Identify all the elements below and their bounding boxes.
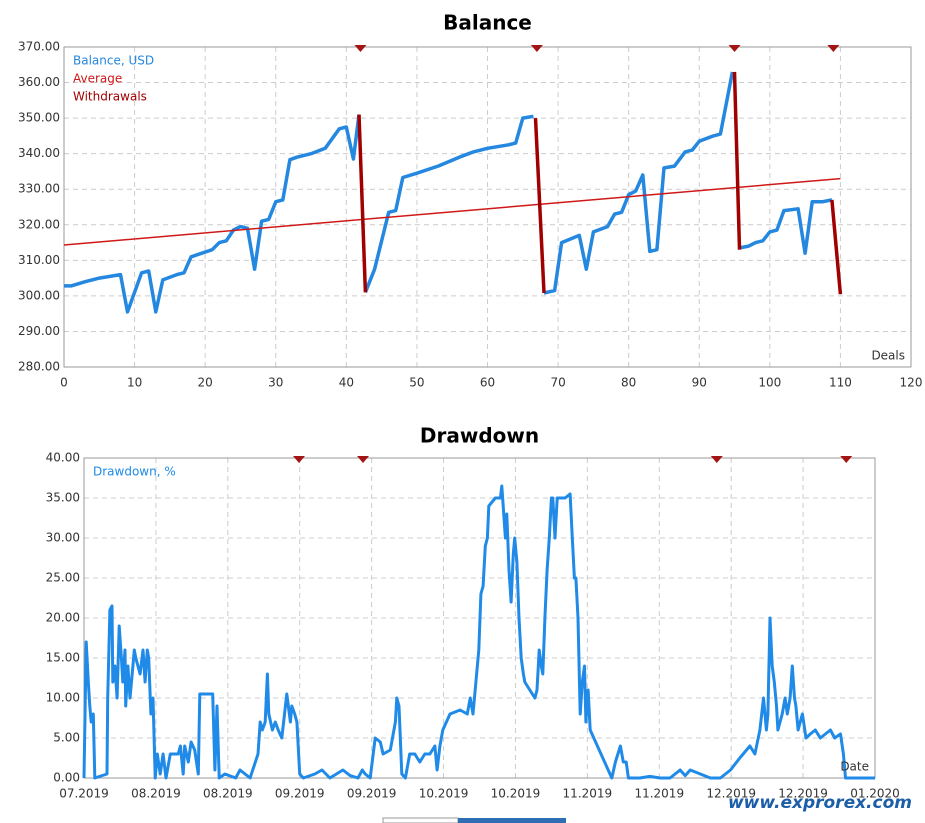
y-tick-label: 40.00	[46, 451, 80, 465]
withdrawal-marker	[293, 456, 306, 463]
y-tick-label: 5.00	[53, 731, 80, 745]
x-tick-label: 11.2019	[634, 787, 684, 801]
watermark: www.exprorex.com	[728, 793, 912, 813]
y-tick-label: 280.00	[18, 360, 60, 374]
x-tick-label: 11.2019	[563, 787, 613, 801]
legend-entry: Balance, USD	[73, 54, 154, 68]
withdrawal-marker	[530, 45, 543, 52]
y-tick-label: 15.00	[46, 651, 80, 665]
y-tick-label: 25.00	[46, 571, 80, 585]
x-tick-label: 110	[829, 376, 852, 390]
x-tick-label: 70	[550, 376, 565, 390]
y-tick-label: 310.00	[18, 253, 60, 267]
x-tick-label: 80	[621, 376, 636, 390]
x-tick-label: 120	[900, 376, 923, 390]
x-axis-label: Deals	[871, 349, 905, 363]
x-tick-label: 08.2019	[131, 787, 181, 801]
y-tick-label: 350.00	[18, 111, 60, 125]
x-tick-label: 0	[60, 376, 68, 390]
legend-entry: Average	[73, 72, 122, 86]
x-tick-label: 09.2019	[347, 787, 397, 801]
x-tick-label: 10	[127, 376, 142, 390]
withdrawal-marker	[357, 456, 370, 463]
x-tick-label: 60	[480, 376, 495, 390]
legend-entry: Withdrawals	[73, 90, 147, 104]
series-line	[64, 71, 833, 314]
x-tick-label: 10.2019	[491, 787, 541, 801]
series-line	[63, 177, 841, 246]
x-tick-label: 40	[339, 376, 354, 390]
y-tick-label: 360.00	[18, 75, 60, 89]
series-line	[357, 71, 843, 295]
tab-active[interactable]	[458, 818, 566, 823]
y-tick-label: 340.00	[18, 146, 60, 160]
y-tick-label: 10.00	[46, 691, 80, 705]
y-tick-label: 20.00	[46, 611, 80, 625]
chart-title: Drawdown	[420, 424, 539, 448]
x-tick-label: 09.2019	[275, 787, 325, 801]
series-line	[82, 484, 875, 780]
x-tick-label: 10.2019	[419, 787, 469, 801]
plot-frame	[63, 46, 912, 368]
x-tick-label: 90	[692, 376, 707, 390]
x-axis-label: Date	[840, 760, 869, 774]
x-tick-label: 01.2020	[850, 787, 900, 801]
withdrawal-marker	[827, 45, 840, 52]
chart-title: Balance	[443, 11, 532, 35]
x-tick-label: 20	[198, 376, 213, 390]
x-tick-label: 30	[268, 376, 283, 390]
plot-frame	[83, 457, 876, 779]
y-tick-label: 290.00	[18, 324, 60, 338]
y-tick-label: 300.00	[18, 288, 60, 302]
y-tick-label: 0.00	[53, 771, 80, 785]
x-tick-label: 50	[409, 376, 424, 390]
y-tick-label: 320.00	[18, 217, 60, 231]
legend-entry: Drawdown, %	[93, 465, 176, 479]
x-tick-label: 08.2019	[203, 787, 253, 801]
withdrawal-marker	[728, 45, 741, 52]
x-tick-label: 07.2019	[59, 787, 109, 801]
y-tick-label: 370.00	[18, 40, 60, 54]
withdrawal-marker	[840, 456, 853, 463]
x-tick-label: 100	[758, 376, 781, 390]
x-tick-label: 12.2019	[706, 787, 756, 801]
withdrawal-marker	[354, 45, 367, 52]
x-tick-label: 12.2019	[778, 787, 828, 801]
y-tick-label: 35.00	[46, 491, 80, 505]
y-tick-label: 330.00	[18, 182, 60, 196]
withdrawal-marker	[710, 456, 723, 463]
tab[interactable]	[382, 817, 459, 823]
y-tick-label: 30.00	[46, 531, 80, 545]
